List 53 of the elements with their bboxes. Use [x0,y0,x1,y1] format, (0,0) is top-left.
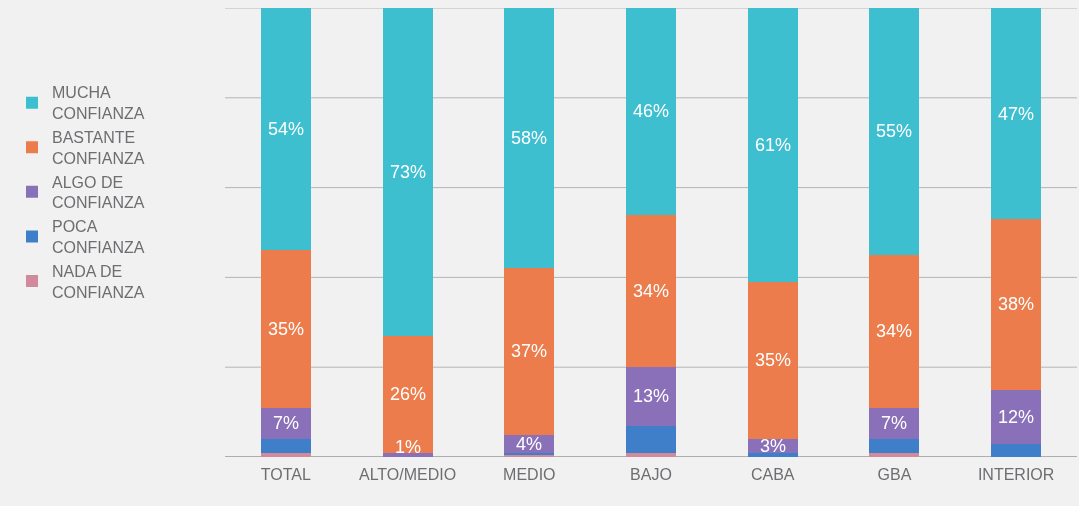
bar [260,439,311,453]
data-label: 34% [633,281,670,301]
data-label: 37% [511,341,548,361]
bar [504,268,555,435]
bar [991,8,1042,220]
data-label: 35% [755,350,792,370]
data-label: 55% [876,121,913,141]
data-label: 73% [390,162,427,182]
bar [260,8,311,251]
legend-label: NADA DE CONFIANZA [52,262,145,301]
bar [382,335,433,453]
bar [260,250,311,408]
data-label: 35% [268,319,305,339]
data-label: 4% [516,434,543,454]
data-label: 34% [876,321,913,341]
data-label: 12% [998,407,1035,427]
bar [991,443,1042,457]
data-label: 38% [998,294,1035,314]
data-label: 47% [998,104,1035,124]
bar [504,8,555,269]
bar [991,219,1042,390]
legend-label: BASTANTE CONFIANZA [52,129,145,167]
bar [869,8,920,255]
x-tick-label: INTERIOR [977,466,1055,483]
x-tick-label: CABA [750,466,795,483]
bar [626,425,676,453]
legend-label: MUCHA CONFIANZA [52,84,145,123]
x-tick-label: ALTO/MEDIO [358,466,457,483]
legend-label: POCA CONFIANZA [52,218,145,257]
data-label: 26% [390,384,427,404]
bar [747,8,798,282]
bar [991,389,1042,444]
data-label: 46% [633,101,670,121]
data-label: 54% [268,119,305,139]
bar [626,367,676,426]
x-tick-label: GBA [877,466,912,483]
data-label: 7% [881,413,908,433]
data-label: 61% [755,135,792,155]
bar [747,281,798,440]
bar [382,8,433,336]
data-label: 3% [760,436,787,456]
data-label: 58% [511,128,548,148]
x-tick-label: TOTAL [260,466,311,483]
bar [869,254,920,408]
bar [869,439,920,453]
data-label: 7% [273,413,300,433]
bar [626,8,676,215]
bar [626,214,676,368]
legend-label: ALGO DE CONFIANZA [52,173,145,212]
x-tick-label: MEDIO [503,466,556,483]
data-label: 1% [395,437,422,457]
data-label: 13% [633,386,670,406]
x-tick-label: BAJO [630,466,672,483]
